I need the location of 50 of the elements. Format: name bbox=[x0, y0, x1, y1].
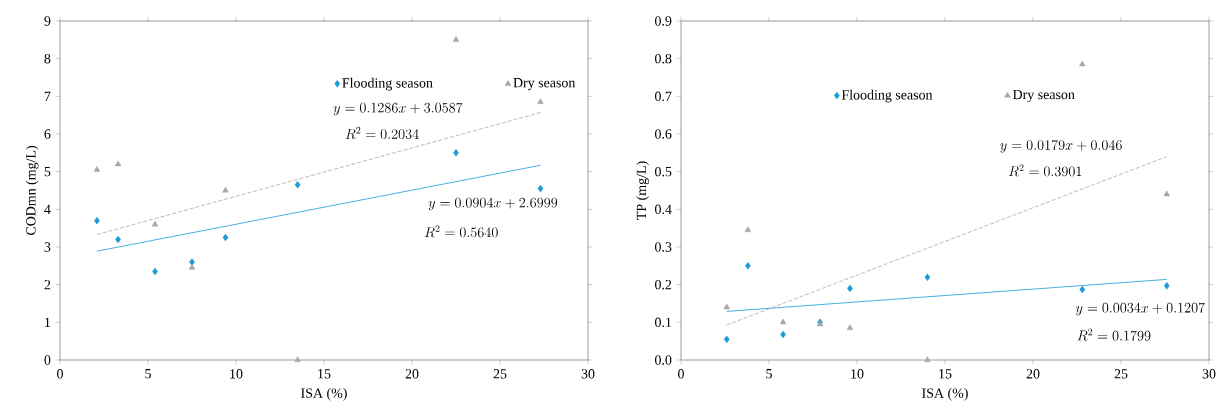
y-tick-label: 9 bbox=[44, 16, 51, 26]
y-tick-label: 6 bbox=[44, 129, 51, 139]
x-tick-label: 5 bbox=[766, 369, 772, 379]
y-tick-label: 8 bbox=[44, 53, 51, 64]
y-axis-title: CODmn (mg/L) bbox=[25, 145, 39, 236]
y-tick-label: 2 bbox=[44, 280, 51, 290]
x-axis-title: ISA (%) bbox=[301, 388, 347, 401]
annotation: $R^{2} = 0.1799$ bbox=[1077, 328, 1151, 341]
x-tick-label: 5 bbox=[145, 369, 151, 379]
legend-label: Flooding season bbox=[342, 77, 433, 91]
x-tick-label: 0 bbox=[678, 369, 684, 379]
y-tick-label: 1 bbox=[45, 317, 51, 327]
x-tick-label: 30 bbox=[581, 369, 595, 379]
y-tick-label: 3 bbox=[44, 242, 51, 252]
x-tick-label: 0 bbox=[57, 369, 63, 379]
y-tick-label: 0.8 bbox=[655, 53, 672, 64]
x-tick-label: 20 bbox=[405, 369, 419, 379]
x-tick-label: 25 bbox=[493, 369, 507, 379]
y-tick-label: 0.2 bbox=[655, 279, 672, 290]
annotation: $R^{2} = 0.3901$ bbox=[1008, 164, 1082, 177]
x-tick-label: 10 bbox=[851, 369, 864, 379]
annotation: $R^{2} = 0.2034$ bbox=[345, 126, 419, 139]
y-tick-label: 0.5 bbox=[655, 166, 672, 177]
annotation: $y = 0.0904x + 2.6999$ bbox=[428, 197, 558, 211]
y-tick-label: 0.0 bbox=[655, 355, 672, 365]
y-tick-label: 0.6 bbox=[655, 129, 672, 139]
legend-label: Dry season bbox=[513, 78, 576, 91]
y-tick-label: 5 bbox=[44, 167, 51, 177]
y-tick-label: 0.3 bbox=[655, 242, 672, 252]
y-tick-label: 0.4 bbox=[655, 204, 672, 215]
annotation: $y = 0.1286x + 3.0587$ bbox=[333, 102, 463, 116]
x-tick-label: 10 bbox=[230, 369, 243, 379]
y-axis-title: TP (mg/L) bbox=[636, 161, 649, 220]
x-tick-label: 15 bbox=[318, 369, 331, 379]
annotation: $y = 0.0179x + 0.046$ bbox=[1000, 139, 1122, 153]
y-tick-label: 7 bbox=[44, 91, 51, 101]
x-tick-label: 15 bbox=[939, 369, 952, 379]
x-tick-label: 20 bbox=[1026, 369, 1040, 379]
y-tick-label: 0 bbox=[44, 355, 51, 365]
y-tick-label: 0.7 bbox=[655, 91, 672, 102]
annotation: $R^{2} = 0.5640$ bbox=[424, 225, 498, 238]
x-tick-label: 25 bbox=[1114, 369, 1128, 379]
legend-label: Dry season bbox=[1012, 89, 1075, 103]
y-tick-label: 0.1 bbox=[655, 317, 672, 328]
y-tick-label: 0.9 bbox=[655, 16, 672, 26]
y-tick-label: 4 bbox=[44, 204, 51, 214]
legend-label: Flooding season bbox=[841, 89, 933, 103]
x-axis-title: ISA (%) bbox=[922, 388, 968, 401]
x-tick-label: 30 bbox=[1202, 369, 1216, 379]
annotation: $y = 0.0034x + 0.1207$ bbox=[1075, 302, 1205, 316]
